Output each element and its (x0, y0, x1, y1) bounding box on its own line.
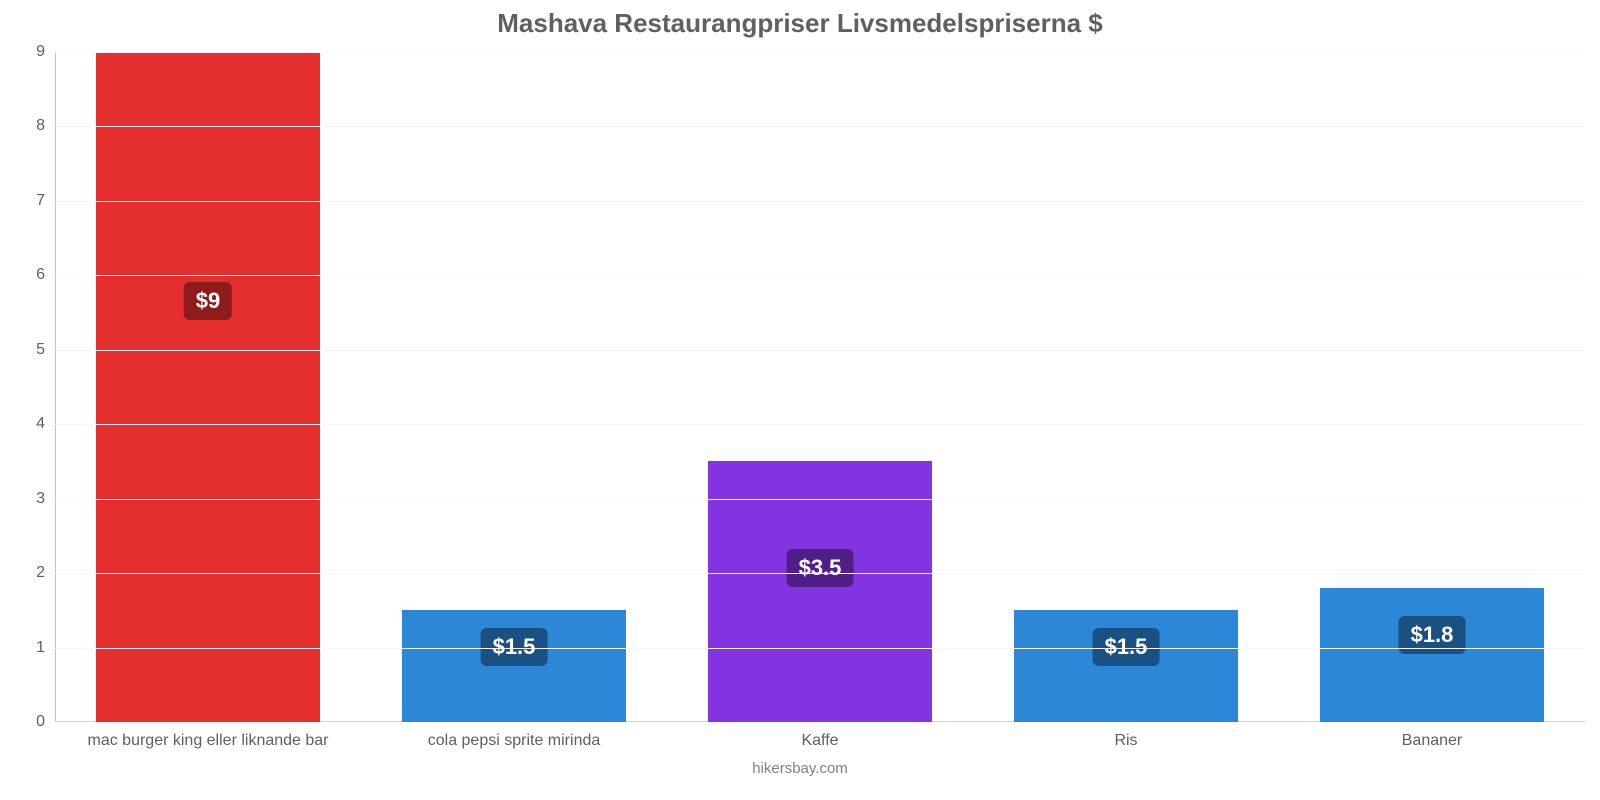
bar: $3.5 (708, 461, 931, 722)
gridline (55, 424, 1585, 425)
y-tick-label: 7 (36, 192, 55, 210)
bar-slot: $1.5Ris (973, 52, 1279, 722)
bar-slot: $9mac burger king eller liknande bar (55, 52, 361, 722)
x-category-label: Ris (1114, 722, 1137, 750)
gridline (55, 275, 1585, 276)
bar: $1.5 (402, 610, 625, 722)
price-bar-chart: Mashava Restaurangpriser Livsmedelsprise… (0, 0, 1600, 800)
y-tick-label: 5 (36, 341, 55, 359)
chart-attribution: hikersbay.com (752, 760, 848, 777)
bar: $1.8 (1320, 588, 1543, 722)
bar: $1.5 (1014, 610, 1237, 722)
gridline (55, 350, 1585, 351)
y-tick-label: 3 (36, 490, 55, 508)
x-category-label: cola pepsi sprite mirinda (428, 722, 601, 750)
gridline (55, 573, 1585, 574)
bar-slot: $1.8Bananer (1279, 52, 1585, 722)
bar-slot: $3.5Kaffe (667, 52, 973, 722)
bars-row: $9mac burger king eller liknande bar$1.5… (55, 52, 1585, 722)
y-tick-label: 8 (36, 117, 55, 135)
bar: $9 (96, 52, 319, 722)
y-tick-label: 6 (36, 266, 55, 284)
gridline (55, 126, 1585, 127)
x-category-label: Bananer (1402, 722, 1463, 750)
gridline (55, 648, 1585, 649)
gridline (55, 499, 1585, 500)
gridline (55, 201, 1585, 202)
chart-title: Mashava Restaurangpriser Livsmedelsprise… (0, 0, 1600, 39)
y-tick-label: 9 (36, 43, 55, 61)
plot-area: $9mac burger king eller liknande bar$1.5… (55, 52, 1585, 722)
bar-value-badge: $3.5 (787, 549, 854, 587)
bar-slot: $1.5cola pepsi sprite mirinda (361, 52, 667, 722)
y-tick-label: 4 (36, 415, 55, 433)
bar-value-badge: $9 (184, 282, 232, 320)
gridline (55, 52, 1585, 53)
y-tick-label: 2 (36, 564, 55, 582)
x-category-label: Kaffe (801, 722, 838, 750)
y-tick-label: 1 (36, 639, 55, 657)
x-category-label: mac burger king eller liknande bar (87, 722, 328, 750)
y-tick-label: 0 (36, 713, 55, 731)
